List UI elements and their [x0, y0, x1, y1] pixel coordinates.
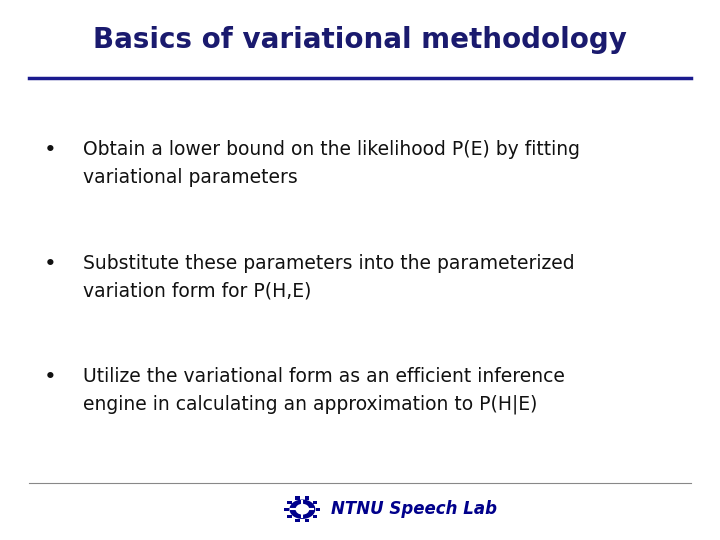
- Text: Substitute these parameters into the parameterized
variation form for P(H,E): Substitute these parameters into the par…: [83, 254, 575, 300]
- Text: •: •: [44, 140, 57, 160]
- Text: •: •: [44, 254, 57, 274]
- FancyBboxPatch shape: [316, 508, 320, 511]
- FancyBboxPatch shape: [305, 496, 310, 500]
- Text: •: •: [44, 367, 57, 387]
- FancyBboxPatch shape: [313, 501, 318, 504]
- FancyBboxPatch shape: [305, 519, 310, 522]
- FancyBboxPatch shape: [313, 515, 318, 518]
- FancyBboxPatch shape: [287, 501, 292, 504]
- Text: Obtain a lower bound on the likelihood P(E) by fitting
variational parameters: Obtain a lower bound on the likelihood P…: [83, 140, 580, 187]
- Text: Utilize the variational form as an efficient inference
engine in calculating an : Utilize the variational form as an effic…: [83, 367, 564, 414]
- Text: Basics of variational methodology: Basics of variational methodology: [93, 26, 627, 55]
- FancyBboxPatch shape: [284, 508, 289, 511]
- Circle shape: [289, 500, 315, 519]
- Text: NTNU Speech Lab: NTNU Speech Lab: [331, 500, 498, 518]
- FancyBboxPatch shape: [295, 519, 300, 522]
- FancyBboxPatch shape: [295, 496, 300, 500]
- Circle shape: [297, 505, 308, 514]
- FancyBboxPatch shape: [287, 515, 292, 518]
